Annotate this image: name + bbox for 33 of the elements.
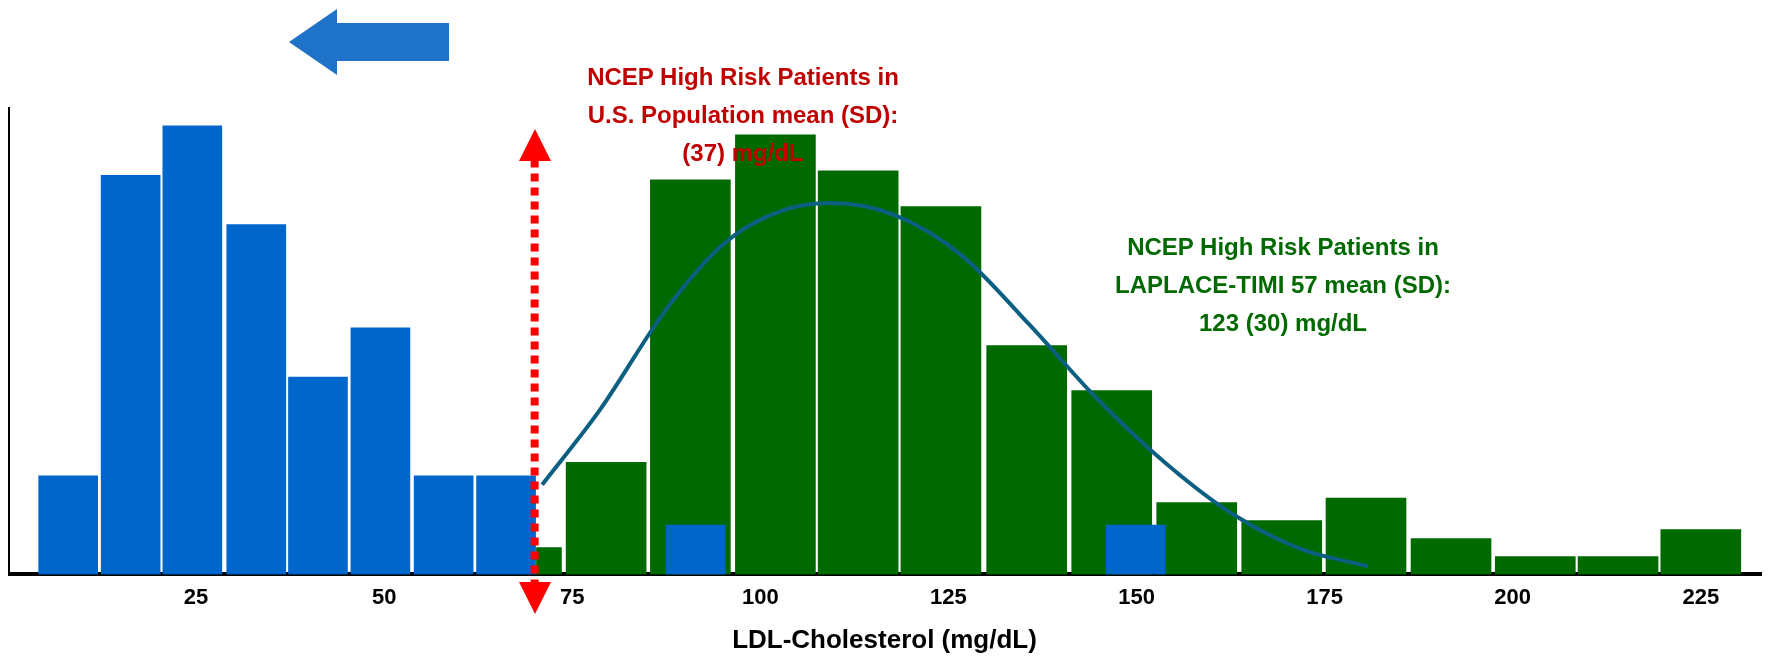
bar (1660, 529, 1742, 575)
bar (1325, 497, 1407, 575)
bar (162, 125, 223, 575)
x-axis-title: LDL-Cholesterol (mg/dL) (732, 623, 1037, 654)
bar (350, 327, 411, 575)
bar (100, 174, 161, 575)
bar (565, 461, 647, 575)
bar (38, 475, 99, 575)
bar (226, 224, 287, 575)
x-tick-label: 100 (742, 583, 779, 609)
annotation: NCEP High Risk Patients in LAPLACE-TIMI 57 mean (SD): 123 (30) mg/dL (1114, 232, 1452, 336)
bar (476, 475, 536, 575)
bar (665, 524, 726, 575)
bar (1494, 556, 1576, 575)
bar (288, 376, 348, 575)
bar (536, 547, 562, 575)
bar (413, 475, 474, 575)
x-tick-label: 125 (930, 583, 967, 609)
x-tick-label: 50 (371, 583, 397, 609)
bar (1577, 556, 1659, 575)
x-tick-label: 200 (1494, 583, 1532, 609)
bar (735, 134, 816, 575)
x-tick-label: 175 (1306, 583, 1343, 609)
bar (1105, 524, 1166, 575)
bar (986, 345, 1068, 575)
bar (817, 170, 899, 575)
bar (1241, 520, 1323, 575)
x-tick-label: 75 (560, 583, 585, 609)
x-tick-label: 225 (1682, 583, 1720, 609)
bar (1410, 538, 1492, 575)
x-tick-label: 150 (1118, 583, 1155, 609)
x-tick-label: 25 (183, 583, 209, 609)
bar (900, 206, 982, 575)
